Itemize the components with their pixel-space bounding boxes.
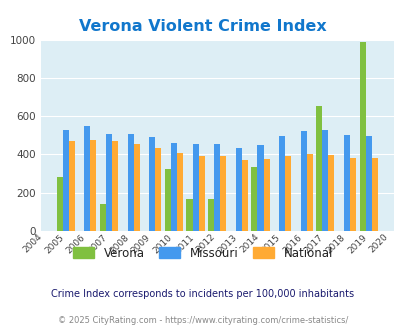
Bar (192, 145, 198, 231)
Bar (214, 144, 220, 231)
Bar (359, 42, 365, 231)
Bar (328, 155, 334, 231)
Bar (257, 145, 263, 231)
Bar (251, 167, 257, 231)
Bar (322, 130, 328, 231)
Bar (171, 143, 177, 231)
Legend: Verona, Missouri, National: Verona, Missouri, National (73, 247, 332, 260)
Bar (371, 158, 377, 231)
Bar (241, 160, 247, 231)
Bar (106, 134, 112, 231)
Bar (57, 178, 62, 231)
Bar (365, 136, 371, 231)
Bar (220, 155, 226, 231)
Bar (149, 137, 155, 231)
Bar (164, 169, 171, 231)
Bar (84, 126, 90, 231)
Bar (349, 158, 355, 231)
Bar (62, 130, 68, 231)
Bar (208, 199, 214, 231)
Bar (177, 152, 183, 231)
Bar (186, 199, 192, 231)
Bar (198, 155, 204, 231)
Bar (235, 148, 241, 231)
Bar (306, 154, 312, 231)
Bar (90, 140, 96, 231)
Text: © 2025 CityRating.com - https://www.cityrating.com/crime-statistics/: © 2025 CityRating.com - https://www.city… (58, 315, 347, 325)
Bar (112, 141, 118, 231)
Bar (343, 135, 349, 231)
Bar (100, 204, 106, 231)
Bar (300, 131, 306, 231)
Text: Crime Index corresponds to incidents per 100,000 inhabitants: Crime Index corresponds to incidents per… (51, 289, 354, 299)
Bar (278, 136, 284, 231)
Bar (127, 134, 133, 231)
Bar (284, 155, 290, 231)
Text: Verona Violent Crime Index: Verona Violent Crime Index (79, 19, 326, 34)
Bar (133, 144, 139, 231)
Bar (68, 141, 75, 231)
Bar (263, 159, 269, 231)
Bar (155, 148, 161, 231)
Bar (315, 106, 322, 231)
